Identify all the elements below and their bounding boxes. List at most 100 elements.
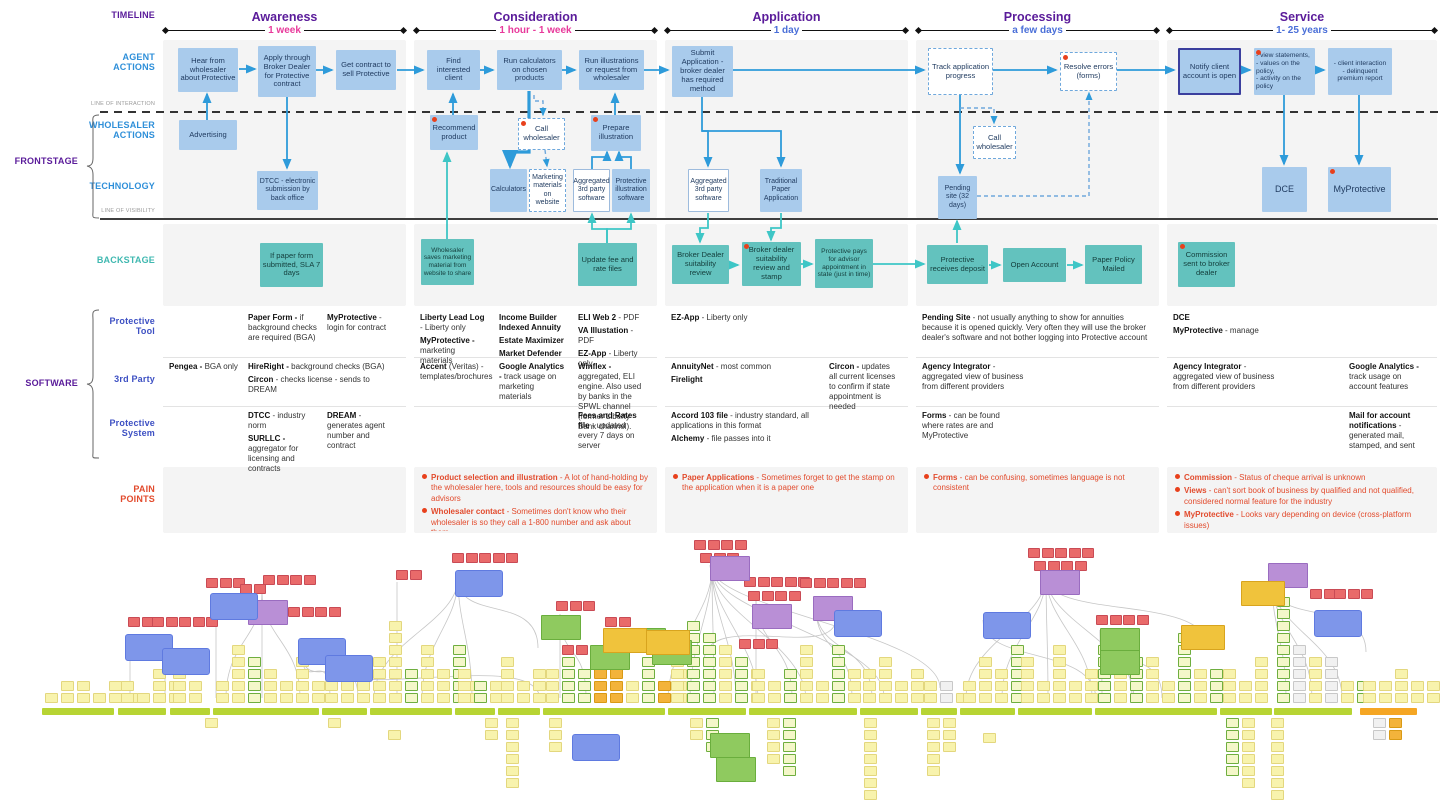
sticky-note[interactable] — [1395, 693, 1408, 703]
process-box[interactable]: MyProtective — [1328, 167, 1391, 212]
sticky-note[interactable] — [1037, 681, 1050, 691]
sticky-note-red[interactable] — [290, 575, 302, 585]
affinity-category-bar[interactable] — [1274, 708, 1352, 715]
sticky-note[interactable] — [832, 693, 845, 703]
sticky-note[interactable] — [979, 693, 992, 703]
sticky-note[interactable] — [341, 693, 354, 703]
sticky-note[interactable] — [1210, 681, 1223, 691]
sticky-note[interactable] — [216, 681, 229, 691]
sticky-note[interactable] — [1053, 693, 1066, 703]
sticky-note[interactable] — [1242, 718, 1255, 728]
sticky-note[interactable] — [1021, 657, 1034, 667]
sticky-note[interactable] — [927, 718, 940, 728]
sticky-note[interactable] — [1341, 693, 1354, 703]
sticky-note[interactable] — [296, 681, 309, 691]
summary-note-blue[interactable] — [572, 734, 620, 761]
process-box[interactable]: Traditional Paper Application — [760, 169, 802, 212]
sticky-note[interactable] — [706, 718, 719, 728]
process-box[interactable]: - client interaction - delinquent premiu… — [1328, 48, 1392, 95]
sticky-note[interactable] — [1021, 681, 1034, 691]
sticky-note-red[interactable] — [1055, 548, 1067, 558]
sticky-note[interactable] — [506, 730, 519, 740]
sticky-note[interactable] — [506, 718, 519, 728]
sticky-note[interactable] — [216, 693, 229, 703]
sticky-note[interactable] — [800, 657, 813, 667]
sticky-note[interactable] — [879, 669, 892, 679]
affinity-category-bar[interactable] — [543, 708, 665, 715]
sticky-note[interactable] — [784, 681, 797, 691]
sticky-note[interactable] — [1226, 766, 1239, 776]
process-box[interactable]: Protective illustration software — [612, 169, 650, 212]
summary-note-blue[interactable] — [834, 610, 882, 637]
process-box[interactable]: Run illustrations or request from wholes… — [579, 50, 644, 90]
affinity-category-bar[interactable] — [455, 708, 495, 715]
sticky-note[interactable] — [1293, 669, 1306, 679]
sticky-note[interactable] — [767, 742, 780, 752]
sticky-note[interactable] — [783, 742, 796, 752]
sticky-note[interactable] — [1373, 718, 1386, 728]
sticky-note-red[interactable] — [479, 553, 491, 563]
process-box[interactable]: Get contract to sell Protective — [336, 50, 396, 90]
sticky-note[interactable] — [421, 645, 434, 655]
sticky-note[interactable] — [1239, 693, 1252, 703]
sticky-note[interactable] — [1271, 766, 1284, 776]
sticky-note[interactable] — [474, 681, 487, 691]
sticky-note[interactable] — [783, 754, 796, 764]
sticky-note[interactable] — [927, 730, 940, 740]
sticky-note[interactable] — [264, 681, 277, 691]
sticky-note-red[interactable] — [813, 578, 826, 588]
sticky-note[interactable] — [927, 742, 940, 752]
sticky-note[interactable] — [943, 742, 956, 752]
sticky-note[interactable] — [1325, 681, 1338, 691]
sticky-note[interactable] — [506, 754, 519, 764]
sticky-note[interactable] — [1363, 681, 1376, 691]
sticky-note[interactable] — [506, 778, 519, 788]
sticky-note[interactable] — [816, 681, 829, 691]
affinity-category-bar[interactable] — [498, 708, 540, 715]
sticky-note-red[interactable] — [206, 578, 218, 588]
sticky-note-red[interactable] — [315, 607, 327, 617]
sticky-note[interactable] — [783, 766, 796, 776]
sticky-note[interactable] — [248, 693, 261, 703]
sticky-note[interactable] — [1098, 681, 1111, 691]
sticky-note[interactable] — [1293, 693, 1306, 703]
sticky-note[interactable] — [501, 669, 514, 679]
sticky-note[interactable] — [703, 645, 716, 655]
sticky-note[interactable] — [232, 681, 245, 691]
sticky-note[interactable] — [458, 693, 471, 703]
sticky-note-red[interactable] — [452, 553, 464, 563]
sticky-note[interactable] — [1395, 669, 1408, 679]
sticky-note[interactable] — [232, 693, 245, 703]
sticky-note-red[interactable] — [556, 601, 568, 611]
sticky-note[interactable] — [1178, 693, 1191, 703]
sticky-note-red[interactable] — [192, 617, 205, 627]
affinity-category-bar[interactable] — [860, 708, 918, 715]
sticky-note[interactable] — [1271, 718, 1284, 728]
sticky-note-red[interactable] — [1028, 548, 1040, 558]
sticky-note[interactable] — [1223, 693, 1236, 703]
process-box[interactable]: Aggregated 3rd party software — [688, 169, 729, 212]
sticky-note-red[interactable] — [854, 578, 866, 588]
sticky-note[interactable] — [578, 693, 591, 703]
summary-note-blue[interactable] — [983, 612, 1031, 639]
sticky-note[interactable] — [983, 733, 996, 743]
affinity-category-bar[interactable] — [42, 708, 114, 715]
sticky-note[interactable] — [594, 681, 607, 691]
sticky-note[interactable] — [642, 669, 655, 679]
sticky-note[interactable] — [642, 681, 655, 691]
sticky-note[interactable] — [767, 730, 780, 740]
sticky-note[interactable] — [248, 681, 261, 691]
sticky-note[interactable] — [517, 693, 530, 703]
sticky-note[interactable] — [264, 693, 277, 703]
sticky-note[interactable] — [458, 681, 471, 691]
sticky-note[interactable] — [137, 693, 150, 703]
sticky-note[interactable] — [1363, 693, 1376, 703]
sticky-note[interactable] — [1277, 633, 1290, 643]
sticky-note[interactable] — [642, 693, 655, 703]
sticky-note[interactable] — [863, 681, 876, 691]
sticky-note[interactable] — [594, 693, 607, 703]
sticky-note[interactable] — [927, 754, 940, 764]
sticky-note[interactable] — [687, 669, 700, 679]
sticky-note[interactable] — [189, 693, 202, 703]
sticky-note[interactable] — [719, 693, 732, 703]
